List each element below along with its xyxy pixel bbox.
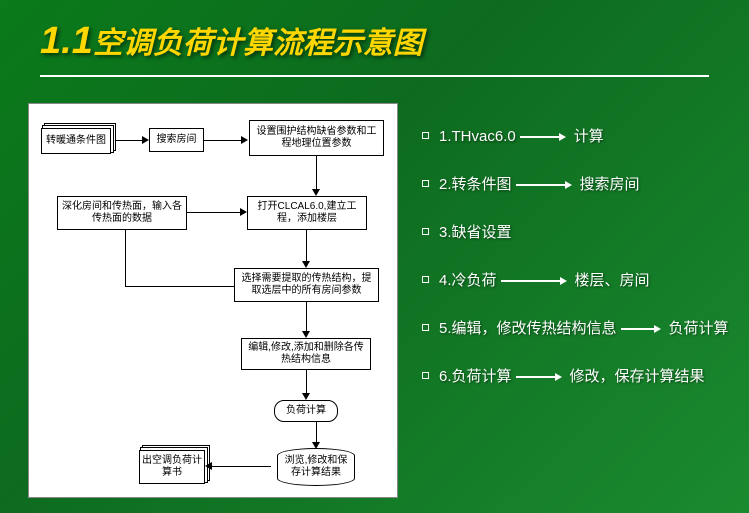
bullet-text-segment: 2.转条件图 [439,176,512,193]
bullet-text-segment: 1.THvac6.0 [439,128,516,145]
title-text: 空调负荷计算流程示意图 [93,27,423,60]
bullet-text: 1.THvac6.0 计算 [439,125,729,149]
bullet-item: 5.编辑，修改传热结构信息 负荷计算 [422,317,729,341]
flow-node-6: 选择需要提取的传热结构，提取选层中的所有房间参数 [234,268,379,302]
arrow-icon [302,261,310,268]
bullet-text-segment: 3.缺省设置 [439,224,512,241]
bullet-marker-icon [422,132,429,139]
flow-edge [316,156,317,190]
flow-node-1: 转暖通条件图 [41,128,111,154]
flow-edge [187,212,241,213]
bullet-text: 2.转条件图 搜索房间 [439,173,729,197]
flow-node-4: 深化房间和传热面，输入各传热面的数据 [57,196,187,230]
flow-edge [316,422,317,444]
title-underline [40,75,709,77]
bullet-marker-icon [422,180,429,187]
bullet-text-segment: 4.冷负荷 [439,272,497,289]
bullet-item: 6.负荷计算 修改，保存计算结果 [422,365,729,389]
flow-node-3: 设置围护结构缺省参数和工程地理位置参数 [249,120,384,156]
bullet-marker-icon [422,324,429,331]
bullet-text: 4.冷负荷 楼层、房间 [439,269,729,293]
arrow-icon [205,462,212,470]
flow-edge [115,140,143,141]
flowchart: 转暖通条件图 搜索房间 设置围护结构缺省参数和工程地理位置参数 深化房间和传热面… [28,103,398,498]
arrow-icon [241,136,248,144]
flow-node-10: 浏览,修改和保存计算结果 [277,448,355,486]
bullet-marker-icon [422,228,429,235]
flow-node-2: 搜索房间 [149,128,204,152]
bullet-text-segment: 负荷计算 [669,320,729,337]
bullet-item: 3.缺省设置 [422,221,729,245]
arrow-icon [302,393,310,400]
flow-node-7: 编辑,修改,添加和删除各传热结构信息 [241,338,371,370]
bullet-item: 2.转条件图 搜索房间 [422,173,729,197]
bullet-item: 1.THvac6.0 计算 [422,125,729,149]
flow-node-9: 出空调负荷计算书 [139,450,205,484]
flow-edge [306,230,307,262]
bullet-text-segment: 修改，保存计算结果 [570,368,705,385]
bullet-text-segment: 计算 [574,128,604,145]
bullet-text-segment: 5.编辑，修改传热结构信息 [439,320,617,337]
flow-edge [204,140,242,141]
content-area: 转暖通条件图 搜索房间 设置围护结构缺省参数和工程地理位置参数 深化房间和传热面… [0,95,749,513]
flow-edge [125,230,126,286]
flow-edge [306,302,307,332]
bullet-marker-icon [422,276,429,283]
arrow-icon [142,136,149,144]
flow-node-5: 打开CLCAL6.0,建立工程，添加楼层 [247,196,367,230]
arrow-icon [312,442,320,449]
bullet-marker-icon [422,372,429,379]
bullet-text-segment: 6.负荷计算 [439,368,512,385]
arrow-right-icon [516,184,566,186]
bullet-text-segment: 搜索房间 [580,176,640,193]
flow-edge [209,466,271,467]
bullet-text-segment: 楼层、房间 [575,272,650,289]
arrow-right-icon [621,328,655,330]
bullet-list: 1.THvac6.0 计算 2.转条件图 搜索房间 3.缺省设置 4.冷负荷 楼层、房间 5.… [398,95,749,513]
flow-edge [306,370,307,394]
title-number: 1.1 [40,20,93,62]
bullet-text: 3.缺省设置 [439,221,729,245]
flow-edge [125,286,235,287]
arrow-right-icon [501,280,561,282]
arrow-right-icon [520,136,560,138]
arrow-icon [312,189,320,196]
arrow-right-icon [516,376,556,378]
bullet-text: 6.负荷计算 修改，保存计算结果 [439,365,729,389]
slide-title: 1.1空调负荷计算流程示意图 [0,0,749,71]
arrow-icon [240,208,247,216]
bullet-item: 4.冷负荷 楼层、房间 [422,269,729,293]
arrow-icon [302,331,310,338]
bullet-text: 5.编辑，修改传热结构信息 负荷计算 [439,317,729,341]
flow-node-8: 负荷计算 [274,400,338,422]
